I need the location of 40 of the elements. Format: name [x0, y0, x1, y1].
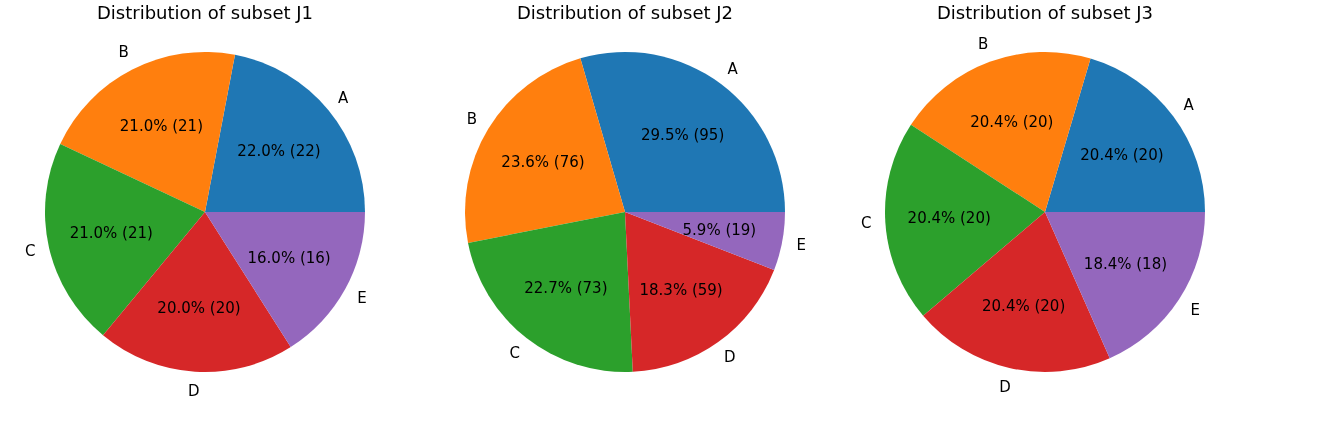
- chart-title: Distribution of subset J1: [96, 2, 314, 23]
- slice-label: D: [999, 377, 1011, 396]
- slice-label: A: [727, 59, 739, 78]
- slice-label: C: [509, 344, 520, 363]
- data-label: 22.0% (22): [237, 141, 321, 160]
- chart-title: Distribution of subset J2: [516, 2, 734, 23]
- slice-label: A: [1183, 95, 1195, 114]
- data-label: 23.6% (76): [501, 153, 585, 172]
- data-label: 20.4% (20): [1080, 145, 1164, 164]
- data-label: 20.4% (20): [907, 209, 991, 228]
- data-label: 21.0% (21): [69, 223, 153, 242]
- pie-slice: [205, 212, 365, 348]
- slice-label: D: [187, 381, 200, 400]
- data-label: 21.0% (21): [119, 117, 204, 136]
- pie-slice: [625, 212, 775, 372]
- data-label: 18.3% (59): [639, 280, 723, 299]
- pie-slice: [625, 212, 785, 270]
- data-label: 18.4% (18): [1083, 255, 1168, 274]
- pie-slice: [465, 58, 625, 244]
- data-label: 22.7% (73): [524, 278, 608, 297]
- pie-slice: [205, 54, 365, 212]
- slice-label: A: [337, 88, 349, 107]
- pie-slice: [468, 212, 633, 372]
- slice-label: E: [1190, 300, 1200, 319]
- data-label: 20.0% (20): [157, 298, 241, 317]
- slice-label: B: [466, 109, 478, 128]
- slice-label: E: [357, 289, 367, 308]
- slice-label: E: [796, 236, 806, 255]
- slice-label: D: [723, 348, 736, 367]
- data-label: 5.9% (19): [682, 220, 757, 239]
- chart-title: Distribution of subset J3: [936, 2, 1154, 23]
- slice-label: C: [24, 242, 36, 261]
- pie-slice: [45, 143, 205, 336]
- slice-label: B: [118, 43, 129, 62]
- slice-label: C: [860, 214, 872, 233]
- data-label: 29.5% (95): [641, 126, 725, 145]
- data-label: 20.4% (20): [982, 296, 1066, 315]
- slice-label: B: [977, 34, 989, 53]
- data-label: 20.4% (20): [970, 112, 1054, 131]
- data-label: 16.0% (16): [247, 249, 331, 268]
